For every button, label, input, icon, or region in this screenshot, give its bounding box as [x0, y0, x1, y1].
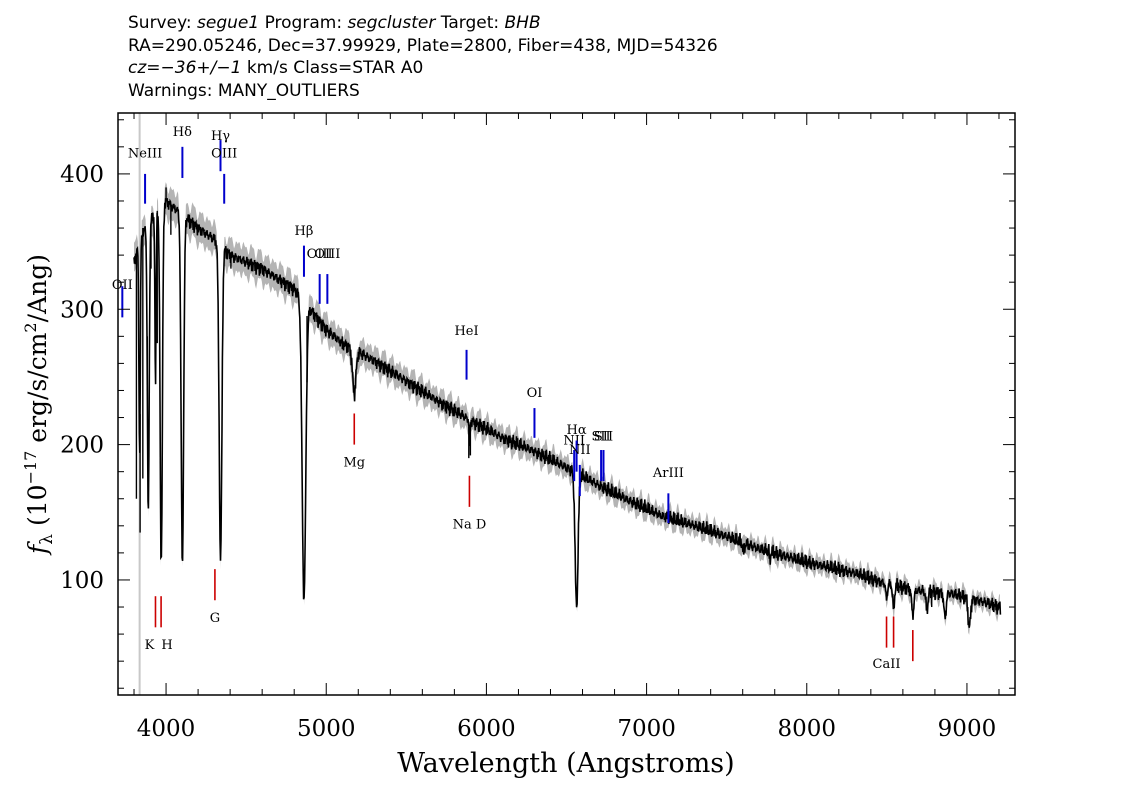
y-tick-label: 300 [60, 297, 104, 323]
emission-line-label: OI [527, 386, 543, 401]
emission-line-label: Hβ [295, 224, 314, 239]
x-tick-label: 5000 [297, 716, 356, 742]
absorption-line-label: CaII [873, 657, 901, 672]
y-tick-label: 200 [60, 433, 104, 459]
target-label: Target: [435, 13, 505, 33]
emission-line-label: Hγ [211, 129, 230, 144]
emission-line-label: HeI [454, 324, 478, 339]
emission-line-label: Hα [567, 423, 587, 438]
emission-line-label: OIII [307, 247, 333, 262]
absorption-line-label: K [145, 638, 155, 653]
absorption-line-label: Na D [453, 518, 487, 533]
axis-ticks: 4000 5000 6000 7000 8000 9000 100 200 300 400 [60, 113, 1015, 742]
target-value: BHB [504, 13, 541, 33]
program-label: Program: [259, 13, 348, 33]
emission-line-label: NII [569, 443, 591, 458]
emission-line-label: ArIII [652, 466, 684, 481]
header-line-redshift: cz=−36+/−1 km/s Class=STAR A0 [128, 57, 718, 80]
header-line-warnings: Warnings: MANY_OUTLIERS [128, 80, 360, 101]
emission-line-label: SII [594, 430, 613, 445]
x-tick-label: 7000 [617, 716, 676, 742]
error-band [134, 182, 1000, 635]
header-line-coordinates: RA=290.05246, Dec=37.99929, Plate=2800, … [128, 35, 718, 56]
emission-line-label: OII [112, 278, 133, 293]
emission-line-label: OIII [211, 147, 237, 162]
y-axis-label: fλ (10−17 erg/s/cm2/Ang) [21, 254, 57, 556]
x-tick-label: 6000 [457, 716, 516, 742]
emission-line-label: NeIII [128, 147, 162, 162]
x-tick-label: 9000 [938, 716, 997, 742]
spectrum-line [133, 197, 1002, 628]
header-line-survey: Survey: segue1 Program: segcluster Targe… [128, 12, 718, 35]
program-value: segcluster [347, 13, 436, 33]
x-axis-label: Wavelength (Angstroms) [397, 748, 734, 779]
absorption-line-label: H [161, 638, 172, 653]
absorption-line-label: G [210, 611, 220, 626]
x-tick-label: 4000 [137, 716, 196, 742]
x-tick-label: 8000 [777, 716, 836, 742]
emission-line-label: OIII [314, 247, 340, 262]
emission-line-label: NII [563, 434, 585, 449]
emission-line-label: Hδ [173, 125, 192, 140]
y-tick-label: 100 [60, 568, 104, 594]
survey-value: segue1 [197, 13, 260, 33]
class-value: km/s Class=STAR A0 [241, 58, 424, 78]
survey-label: Survey: [128, 13, 198, 33]
y-tick-label: 400 [60, 162, 104, 188]
emission-line-label: SII [592, 430, 611, 445]
absorption-line-label: Mg [343, 455, 365, 470]
plot-frame [117, 112, 1016, 696]
redshift-value: cz=−36+/−1 [128, 58, 242, 78]
spectrum-header: Survey: segue1 Program: segcluster Targe… [128, 12, 718, 102]
